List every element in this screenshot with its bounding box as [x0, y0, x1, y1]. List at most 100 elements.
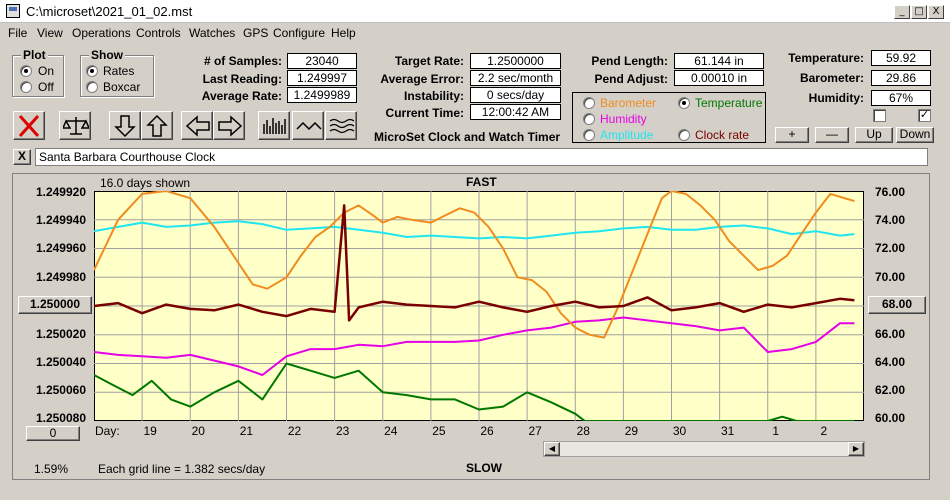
minimize-button[interactable]: _: [894, 5, 910, 19]
x-tick-label: 28: [576, 424, 590, 438]
x-tick-label: 27: [528, 424, 542, 438]
maximize-button[interactable]: □: [911, 5, 927, 19]
barometer-field: 29.86: [871, 70, 931, 86]
arrow-down-icon: [114, 115, 136, 138]
plot-on-label: On: [38, 64, 55, 78]
env-checkbox-2[interactable]: ✓: [918, 109, 931, 122]
y-right-tick-6: 64.00: [875, 355, 906, 369]
triangle-right-icon: ▶: [852, 444, 860, 453]
day-axis-label: Day:: [95, 424, 120, 438]
balance-button[interactable]: [59, 111, 91, 140]
y-right-tick-5: 66.00: [875, 327, 906, 341]
show-rates-radio[interactable]: [86, 65, 98, 77]
plot-on-radio[interactable]: [20, 65, 32, 77]
x-tick-label: 20: [191, 424, 205, 438]
barometer-label: Barometer:: [799, 71, 864, 85]
y-right-tick-3: 70.00: [875, 270, 906, 284]
days-shown-label: 16.0 days shown: [100, 176, 191, 190]
grid-note-label: Each grid line = 1.382 secs/day: [98, 462, 266, 476]
clear-clock-button[interactable]: X: [13, 149, 31, 165]
last-reading-field: 1.249997: [287, 70, 357, 86]
scroll-left-button[interactable]: ◀: [544, 442, 560, 456]
y-right-tick-8: 60.00: [875, 411, 906, 425]
zoom-out-button[interactable]: —: [815, 127, 849, 143]
series-line-temperature: [94, 362, 855, 421]
amplitude-radio[interactable]: [583, 129, 595, 141]
right-axis-button[interactable]: 68.00: [868, 296, 926, 314]
menu-controls[interactable]: Controls: [136, 26, 181, 40]
plot-group: Plot On Off: [12, 48, 64, 97]
slow-label: SLOW: [466, 461, 502, 475]
show-boxcar-radio[interactable]: [86, 81, 98, 93]
arrow-down-button[interactable]: [109, 111, 141, 140]
zoom-in-button[interactable]: +: [775, 127, 809, 143]
menu-watches[interactable]: Watches: [189, 26, 236, 40]
menu-bar: File View Operations Controls Watches GP…: [0, 23, 950, 43]
current-time-label: Current Time:: [385, 106, 464, 120]
clock-rate-radio[interactable]: [678, 129, 690, 141]
y-right-tick-2: 72.00: [875, 241, 906, 255]
y-right-tick-0: 76.00: [875, 185, 906, 199]
bars-view-button[interactable]: [258, 111, 290, 140]
series-line-clock-rate: [94, 204, 855, 322]
x-tick-label: 30: [672, 424, 687, 438]
red-x-icon: [18, 114, 40, 138]
clock-rate-option-label: Clock rate: [695, 128, 750, 142]
chart-panel: [12, 173, 930, 480]
x-tick-label: 19: [143, 424, 157, 438]
menu-view[interactable]: View: [37, 26, 63, 40]
pend-adjust-field: 0.00010 in: [674, 70, 764, 86]
arrow-left-button[interactable]: [181, 111, 213, 140]
menu-gps[interactable]: GPS: [243, 26, 269, 40]
scroll-right-button[interactable]: ▶: [848, 442, 864, 456]
plot-area: [94, 191, 864, 421]
average-rate-field: 1.2499989: [287, 87, 357, 103]
arrow-up-icon: [146, 114, 168, 137]
arrow-right-button[interactable]: [213, 111, 245, 140]
y-left-tick-2: 1.249960: [35, 241, 86, 255]
menu-operations[interactable]: Operations: [72, 26, 131, 40]
percent-label: 1.59%: [34, 462, 69, 476]
y-left-tick-3: 1.249980: [35, 270, 86, 284]
center-rate-button[interactable]: 1.250000: [18, 296, 92, 314]
env-checkbox-1[interactable]: [873, 109, 886, 122]
current-time-field: 12:00:42 AM: [470, 104, 561, 120]
zero-button[interactable]: 0: [26, 426, 80, 441]
stop-button[interactable]: [13, 111, 45, 140]
close-window-button[interactable]: X: [928, 5, 944, 19]
scroll-down-button[interactable]: Down: [896, 127, 934, 143]
line-view-button[interactable]: [292, 111, 324, 140]
target-rate-label: Target Rate:: [394, 54, 464, 68]
multi-line-view-button[interactable]: [325, 111, 357, 140]
arrow-up-button[interactable]: [141, 111, 173, 140]
menu-configure[interactable]: Configure: [273, 26, 326, 40]
amplitude-option-label: Amplitude: [600, 128, 654, 142]
plot-off-radio[interactable]: [20, 81, 32, 93]
samples-label: # of Samples:: [203, 54, 282, 68]
menu-help[interactable]: Help: [331, 26, 356, 40]
x-tick-label: 29: [624, 424, 639, 438]
humidity-radio[interactable]: [583, 113, 595, 125]
y-right-tick-1: 74.00: [875, 213, 906, 227]
scroll-up-button[interactable]: Up: [855, 127, 893, 143]
horizontal-scrollbar[interactable]: ◀ ▶: [543, 441, 865, 457]
target-rate-field: 1.2500000: [470, 53, 561, 69]
instability-field: 0 secs/day: [470, 87, 561, 103]
x-tick-label: 24: [384, 424, 398, 438]
arrow-right-icon: [218, 115, 243, 137]
menu-file[interactable]: File: [8, 26, 28, 40]
y-left-tick-6: 1.250040: [35, 355, 86, 369]
barometer-radio[interactable]: [583, 97, 595, 109]
window-title: C:\microset\2021_01_02.mst: [26, 4, 193, 19]
app-icon[interactable]: [6, 4, 20, 18]
temperature-radio[interactable]: [678, 97, 690, 109]
show-group-caption: Show: [89, 48, 125, 62]
pend-length-field: 61.144 in: [674, 53, 764, 69]
x-tick-label: 1: [772, 424, 780, 438]
app-name: MicroSet Clock and Watch Timer: [374, 130, 561, 144]
last-reading-label: Last Reading:: [202, 72, 282, 86]
fast-label: FAST: [466, 175, 497, 189]
plot-group-caption: Plot: [21, 48, 48, 62]
clock-name-input[interactable]: Santa Barbara Courthouse Clock: [35, 148, 928, 166]
sensor-select-panel: Barometer Temperature Humidity Amplitude…: [572, 92, 766, 143]
